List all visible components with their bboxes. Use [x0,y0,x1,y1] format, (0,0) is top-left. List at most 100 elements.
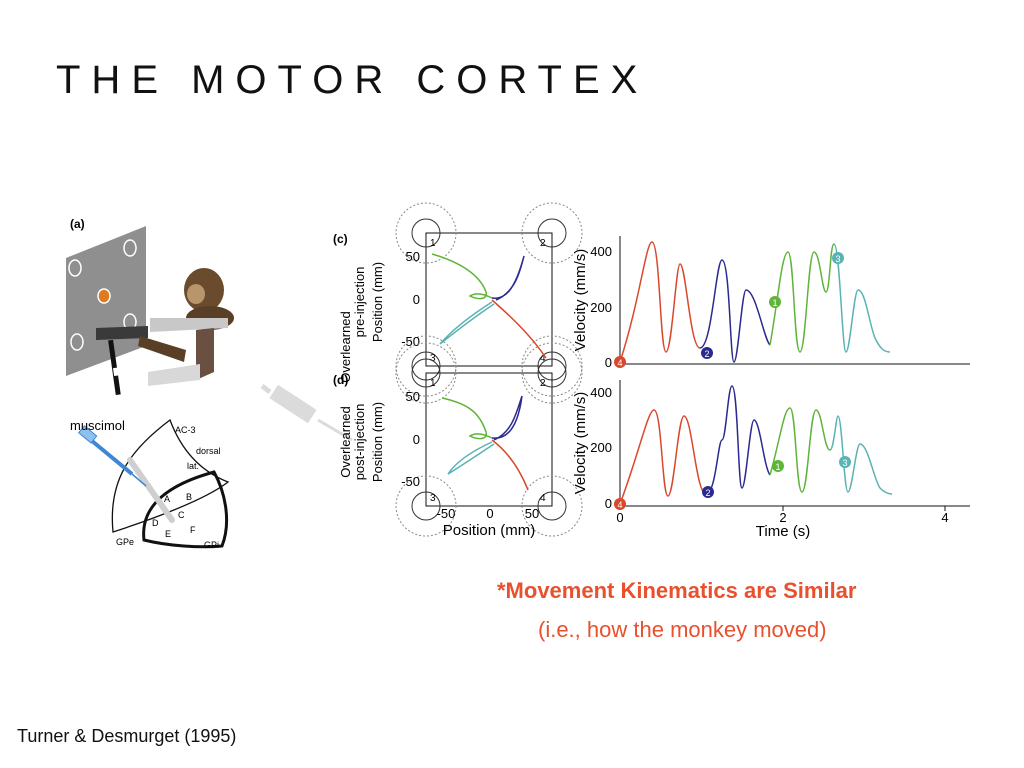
trajectory-teal [439,301,495,345]
trajectory-red [491,299,547,359]
caption-main: *Movement Kinematics are Similar [497,578,857,603]
velocity-red [619,241,701,363]
svg-text:2: 2 [704,349,709,359]
target-number: 4 [540,353,546,364]
target-number: 3 [430,353,436,364]
target-circle [123,239,137,257]
region-label: E [165,529,171,539]
trajectory-green [431,253,493,300]
citation: Turner & Desmurget (1995) [17,726,237,746]
velocity-bottom: Velocity (mm/s) 400 200 0 0 2 4 Time (s)… [572,380,970,540]
region-label: C [178,510,185,520]
xtick: 4 [941,510,948,525]
region-label: AC-3 [175,425,196,435]
velocity-green [769,243,835,353]
target-circle-center [97,288,111,304]
velocity-green [769,407,831,493]
panel-c-label: (c) [333,232,348,246]
velocity-teal [829,415,893,495]
region-label: GPe [116,537,134,547]
xtick: -50 [437,506,456,521]
panel-c-ylabel-1: Overlearned [338,311,353,383]
panel-d-label: (d) [333,373,348,387]
target-number: 3 [430,493,436,504]
region-label: D [152,518,159,528]
trajectory-green [441,397,493,440]
ytick: 50 [406,249,420,264]
panel-d-ylabel-2: post-injection [352,404,367,481]
ytick: 200 [590,300,612,315]
target-number: 2 [540,238,546,249]
svg-text:2: 2 [705,488,710,498]
velocity-red [619,409,707,505]
panel-a: (a) muscimol AC-3 dorsal lat. A [66,217,234,550]
svg-text:1: 1 [775,462,780,472]
ytick: 0 [605,355,612,370]
gpe-outline [111,418,230,533]
xtick: 50 [525,506,539,521]
panel-d-frame [425,372,553,507]
trajectory-red [491,439,529,491]
ytick: 0 [605,496,612,511]
xtick: 2 [779,510,786,525]
marker-4 [614,356,626,368]
svg-text:1: 1 [772,298,777,308]
trajectory-teal [447,441,495,475]
gpi-outline [142,470,229,549]
slide-title: THE MOTOR CORTEX [56,58,649,102]
xtick: 0 [486,506,493,521]
trajectory-blue [491,255,525,301]
monkey-face [187,284,205,304]
velocity-blue [705,385,771,495]
target-circle [68,259,82,277]
velocity-teal [833,243,891,353]
xtick: 0 [616,510,623,525]
ytick: -50 [401,334,420,349]
panel-c-ylabel-2: pre-injection [352,267,367,338]
region-label: dorsal [196,446,221,456]
panel-a-label: (a) [70,217,85,231]
velocity-ylabel: Velocity (mm/s) [572,392,589,495]
marker-3 [832,252,844,264]
marker-3 [839,456,851,468]
marker-2 [702,486,714,498]
caption-sub: (i.e., how the monkey moved) [538,617,827,642]
panel-d: (d) Overlearned post-injection Position … [333,342,583,539]
ytick: 0 [413,432,420,447]
panel-d-ylabel-3: Position (mm) [370,402,385,482]
joystick-icon [108,339,121,396]
target-number: 2 [540,378,546,389]
velocity-top: Velocity (mm/s) 400 200 0 4 2 1 3 [572,236,970,370]
target-number: 1 [430,378,436,389]
panel-d-ylabel-1: Overlearned [338,406,353,478]
ytick: 200 [590,440,612,455]
syringe-icon-faded [260,384,353,442]
syringe-icon [77,425,147,487]
svg-text:3: 3 [835,254,840,264]
region-label: GPi [204,540,219,550]
chair-icon [150,318,228,332]
trajectory-blue [491,395,523,441]
target-circle [70,333,84,351]
ytick: -50 [401,474,420,489]
region-label: A [164,494,170,504]
muscimol-label: muscimol [70,418,125,433]
velocity-xlabel: Time (s) [756,523,810,540]
panel-d-xlabel: Position (mm) [443,522,536,539]
marker-4 [614,498,626,510]
ytick: 0 [413,292,420,307]
target-number: 4 [540,493,546,504]
svg-text:4: 4 [617,500,622,510]
region-label: B [186,492,192,502]
target-number: 1 [430,238,436,249]
panel-c: (c) Overlearned pre-injection Position (… [333,202,583,397]
marker-2 [701,347,713,359]
velocity-ylabel: Velocity (mm/s) [572,249,589,352]
svg-text:3: 3 [842,458,847,468]
velocity-blue [699,259,771,363]
svg-text:4: 4 [617,358,622,368]
ytick: 400 [590,385,612,400]
marker-1 [772,460,784,472]
marker-1 [769,296,781,308]
